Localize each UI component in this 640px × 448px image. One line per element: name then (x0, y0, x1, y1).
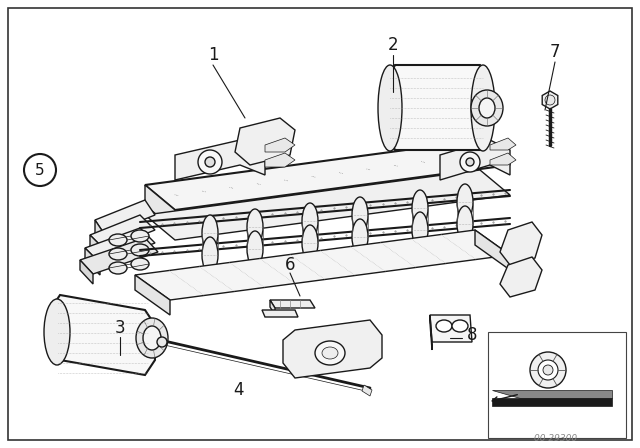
Ellipse shape (412, 212, 428, 248)
Circle shape (205, 157, 215, 167)
Polygon shape (175, 140, 265, 180)
Ellipse shape (457, 206, 473, 242)
Polygon shape (500, 222, 542, 265)
Circle shape (460, 152, 480, 172)
Polygon shape (283, 320, 382, 378)
Polygon shape (85, 248, 100, 275)
Ellipse shape (302, 203, 318, 239)
Circle shape (545, 95, 555, 105)
Circle shape (530, 352, 566, 388)
Polygon shape (85, 228, 155, 263)
Ellipse shape (479, 98, 495, 118)
Ellipse shape (109, 262, 127, 274)
Polygon shape (135, 230, 510, 300)
Polygon shape (235, 118, 295, 165)
Text: 00 29300: 00 29300 (534, 434, 577, 443)
Polygon shape (270, 300, 275, 315)
FancyBboxPatch shape (8, 8, 632, 440)
Polygon shape (90, 235, 105, 262)
Ellipse shape (471, 90, 503, 126)
Text: 6: 6 (285, 256, 295, 274)
Text: 7: 7 (550, 43, 560, 61)
Ellipse shape (247, 231, 263, 267)
Ellipse shape (471, 65, 495, 151)
Circle shape (543, 365, 553, 375)
Ellipse shape (436, 320, 452, 332)
Polygon shape (265, 138, 295, 152)
Ellipse shape (315, 341, 345, 365)
Circle shape (466, 158, 474, 166)
Circle shape (157, 337, 167, 347)
Ellipse shape (131, 230, 149, 242)
Polygon shape (145, 140, 510, 210)
Ellipse shape (247, 209, 263, 245)
Polygon shape (135, 275, 170, 315)
FancyBboxPatch shape (488, 332, 626, 438)
Polygon shape (385, 65, 490, 150)
Polygon shape (145, 185, 175, 230)
Polygon shape (490, 138, 516, 150)
Polygon shape (95, 220, 105, 248)
Polygon shape (475, 230, 510, 270)
Polygon shape (490, 153, 516, 165)
Polygon shape (440, 140, 510, 180)
Ellipse shape (378, 65, 402, 151)
Ellipse shape (202, 237, 218, 273)
Ellipse shape (131, 244, 149, 256)
Ellipse shape (322, 347, 338, 359)
Polygon shape (270, 300, 315, 308)
Polygon shape (265, 153, 295, 167)
Text: 1: 1 (208, 46, 218, 64)
Ellipse shape (202, 215, 218, 251)
Text: 8: 8 (467, 326, 477, 344)
Polygon shape (262, 310, 298, 317)
Text: 2: 2 (388, 36, 398, 54)
Ellipse shape (457, 184, 473, 220)
Polygon shape (362, 385, 372, 396)
Text: 5: 5 (35, 163, 45, 177)
Ellipse shape (109, 248, 127, 260)
Text: 3: 3 (115, 319, 125, 337)
Polygon shape (145, 170, 510, 240)
Polygon shape (542, 91, 558, 109)
Ellipse shape (109, 234, 127, 246)
Ellipse shape (131, 258, 149, 270)
Ellipse shape (412, 190, 428, 226)
Polygon shape (430, 315, 472, 342)
Polygon shape (50, 295, 155, 375)
Ellipse shape (302, 225, 318, 261)
Ellipse shape (136, 318, 168, 358)
Polygon shape (80, 260, 93, 284)
Ellipse shape (352, 197, 368, 233)
Ellipse shape (452, 320, 468, 332)
Polygon shape (500, 257, 542, 297)
Polygon shape (95, 200, 155, 235)
Text: 5: 5 (506, 353, 515, 367)
Ellipse shape (44, 299, 70, 365)
Polygon shape (492, 398, 612, 406)
Polygon shape (430, 315, 432, 350)
Circle shape (538, 360, 558, 380)
Polygon shape (492, 390, 612, 398)
Polygon shape (90, 215, 155, 250)
Text: 4: 4 (233, 381, 243, 399)
Ellipse shape (143, 326, 161, 350)
Polygon shape (80, 238, 158, 274)
Circle shape (198, 150, 222, 174)
Ellipse shape (352, 219, 368, 255)
